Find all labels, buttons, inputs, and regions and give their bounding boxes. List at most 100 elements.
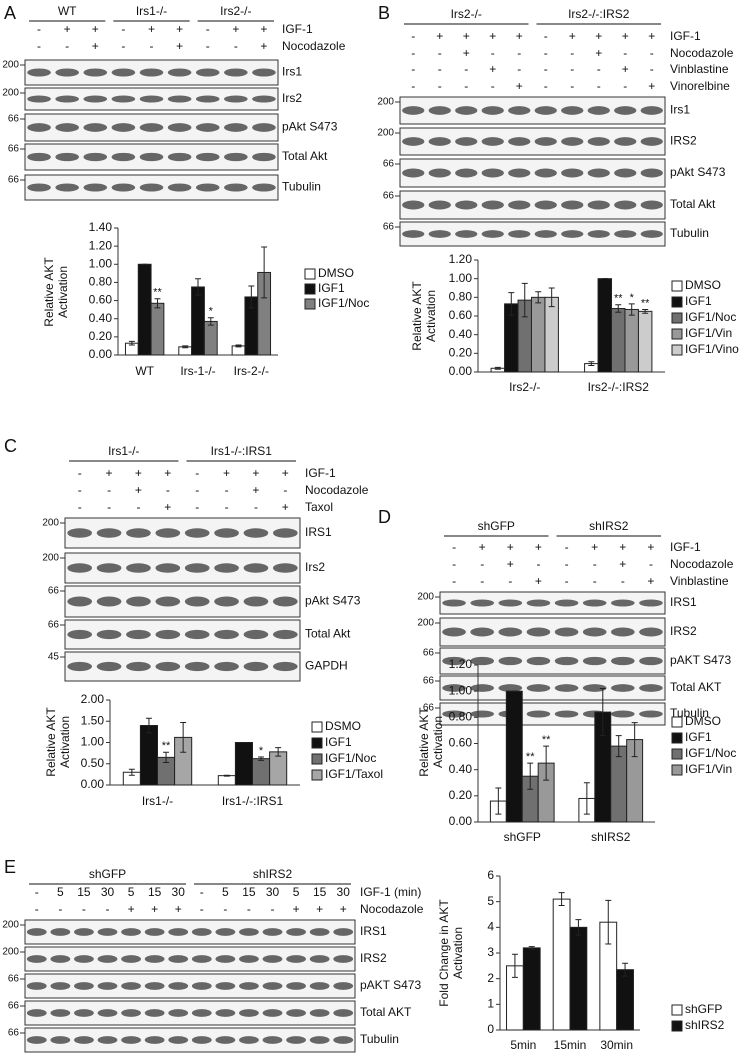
legend-swatch — [671, 328, 683, 340]
y-tick-label: 0.20 — [449, 346, 473, 360]
legend-swatch — [304, 268, 316, 280]
legend-label: DMSO — [685, 714, 721, 728]
error-bar — [261, 246, 268, 299]
error-bar — [615, 304, 622, 313]
legend-swatch — [304, 298, 316, 310]
blot-band — [333, 1009, 354, 1017]
blot-band — [587, 200, 610, 210]
y-tick-label: 0.00 — [81, 777, 105, 791]
treatment-sign: + — [595, 46, 602, 60]
bar — [252, 758, 271, 786]
blot-band — [252, 152, 276, 162]
blot-band — [239, 1036, 259, 1044]
y-tick-label: 0.40 — [89, 311, 113, 325]
blot-band — [215, 955, 236, 963]
blot-band — [272, 596, 298, 607]
significance: ** — [162, 740, 171, 752]
treatment-sign: + — [507, 557, 514, 571]
bar — [569, 926, 588, 1031]
blot-band — [224, 68, 248, 77]
blot-band — [195, 152, 220, 162]
blot-band — [428, 168, 451, 178]
blot-band — [50, 982, 71, 990]
blot-name: Tubulin — [360, 1032, 399, 1046]
blot-band — [55, 95, 79, 103]
legend-label: IGF1 — [318, 281, 345, 295]
blot-band — [508, 106, 531, 115]
treatment-sign: + — [535, 574, 542, 588]
blot-band — [50, 928, 71, 936]
blot-band — [402, 230, 425, 238]
treatment-name: IGF-1 — [282, 22, 313, 36]
blot-band — [167, 152, 192, 162]
treatment-sign: + — [135, 483, 142, 497]
error-bar — [248, 285, 255, 309]
error-bar — [642, 308, 649, 314]
blot-band — [83, 183, 108, 192]
legend-label: IGF1/Vin — [685, 762, 732, 776]
legend-swatch — [311, 737, 323, 749]
treatment-sign: - — [136, 500, 140, 514]
blot-band — [561, 230, 584, 238]
blot-band — [428, 106, 451, 115]
legend-label: IGF1 — [685, 730, 712, 744]
legend-label: DMSO — [685, 278, 721, 292]
blot-band — [498, 656, 523, 666]
blot-band — [144, 955, 165, 963]
treatment-sign: - — [544, 79, 548, 93]
legend-label: DMSO — [318, 266, 354, 280]
blot-band — [50, 1009, 71, 1017]
y-tick-label: 1.50 — [81, 713, 105, 727]
legend-swatch — [671, 312, 683, 324]
significance: * — [209, 306, 214, 318]
blot-band — [611, 684, 635, 692]
mw-marker: 200 — [2, 920, 19, 931]
blot-band — [195, 68, 220, 77]
blot-band — [126, 563, 151, 573]
treatment-sign: - — [536, 557, 540, 571]
blot-band — [144, 928, 165, 936]
blot-band — [470, 684, 494, 692]
blot-band — [272, 528, 298, 538]
blot-band — [168, 955, 189, 963]
group-label: shIRS2 — [589, 519, 629, 533]
blot-band — [402, 200, 425, 210]
blot-band — [215, 1009, 236, 1017]
blot-band — [587, 106, 610, 115]
blot-band — [262, 955, 283, 963]
error-bar — [145, 717, 152, 734]
blot-band — [121, 1036, 141, 1044]
treatment-sign: - — [508, 574, 512, 588]
legend-label: IGF1/Noc — [685, 746, 736, 760]
treatment-name: Nocodazole — [360, 902, 424, 916]
legend-swatch — [311, 721, 323, 733]
legend-label: IGF1/Noc — [318, 296, 369, 310]
blot-band — [243, 528, 269, 538]
treatment-sign: + — [164, 466, 171, 480]
blot-band — [96, 596, 122, 607]
blot-band — [262, 928, 283, 936]
blot-band — [252, 123, 276, 132]
treatment-sign: + — [463, 46, 470, 60]
treatment-name: Vinblastine — [670, 62, 729, 76]
blot-band — [526, 656, 551, 666]
bar — [150, 302, 165, 356]
mw-marker: 66 — [48, 586, 60, 597]
blot-band — [27, 123, 51, 132]
treatment-sign: - — [464, 62, 468, 76]
mw-marker: 66 — [8, 175, 20, 186]
error-bar — [154, 298, 161, 309]
treatment-sign: + — [569, 29, 576, 43]
blot-name: Irs2 — [282, 91, 302, 105]
mw-marker: 66 — [8, 114, 20, 125]
mw-marker: 66 — [383, 191, 395, 202]
blot-band — [262, 982, 283, 990]
blot-name: IRS1 — [305, 525, 332, 539]
blot-name: pAKT S473 — [360, 978, 421, 992]
treatment-sign: - — [597, 79, 601, 93]
treatment-name: IGF-1 — [305, 466, 336, 480]
mw-marker: 200 — [417, 618, 434, 629]
y-tick-label: 1.00 — [89, 256, 113, 270]
blot-band — [272, 629, 298, 640]
treatment-sign: - — [649, 557, 653, 571]
